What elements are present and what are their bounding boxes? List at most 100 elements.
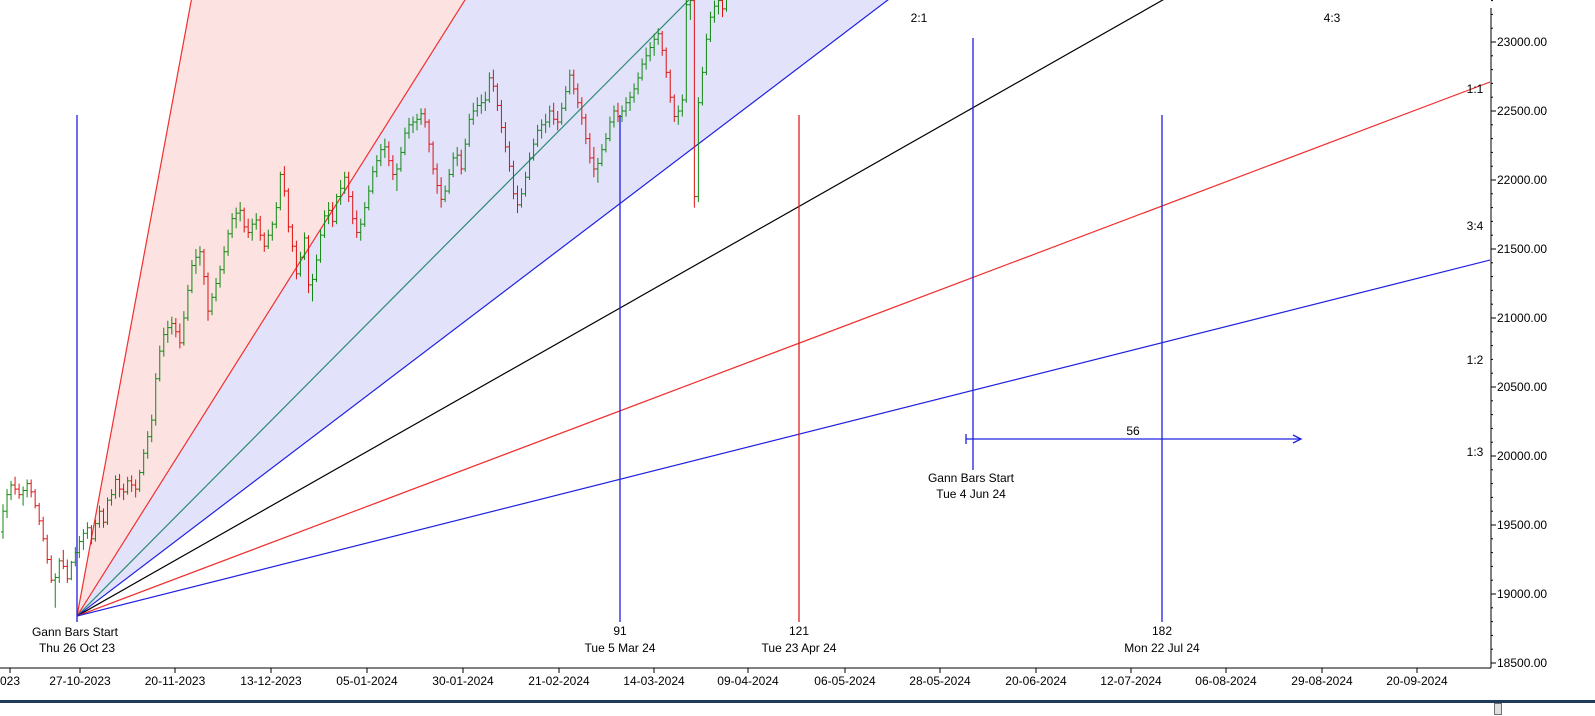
ohlc-bar: [712, 0, 717, 23]
ohlc-bar: [266, 229, 271, 249]
fan-label-2to1: 2:1: [911, 11, 928, 25]
ohlc-bar: [668, 69, 673, 103]
ohlc-bar: [153, 373, 158, 426]
scrollbar-thumb[interactable]: [1494, 703, 1502, 715]
marker-date-3: Mon 22 Jul 24: [1124, 641, 1200, 655]
ohlc-bar: [121, 483, 126, 501]
ohlc-bar: [141, 449, 146, 476]
x-tick-label: 28-05-2024: [909, 674, 971, 688]
ohlc-bar: [427, 119, 432, 153]
ohlc-bar: [382, 138, 387, 158]
x-tick-label: 21-02-2024: [528, 674, 590, 688]
ohlc-bar: [611, 105, 616, 128]
ohlc-bar: [61, 549, 66, 570]
ohlc-bar: [282, 166, 287, 197]
ohlc-bar: [125, 476, 130, 495]
ohlc-bar: [177, 323, 182, 349]
ohlc-bar: [73, 547, 78, 567]
ohlc-bar: [262, 232, 267, 252]
ohlc-bar: [322, 210, 327, 238]
ohlc-bar: [278, 171, 283, 211]
y-tick-label: 18500.00: [1497, 656, 1547, 670]
ohlc-bar: [591, 146, 596, 178]
ohlc-bar: [704, 33, 709, 76]
x-tick-label: 05-01-2024: [336, 674, 398, 688]
ohlc-bar: [201, 249, 206, 285]
fan-label-4to3: 4:3: [1324, 11, 1341, 25]
ohlc-bar: [306, 235, 311, 294]
marker-count-3: 182: [1152, 624, 1172, 638]
ohlc-bar: [439, 177, 444, 208]
ohlc-bar: [716, 0, 721, 15]
ohlc-bar: [9, 480, 14, 501]
ohlc-bar: [294, 240, 299, 280]
x-tick-label: 12-07-2024: [1100, 674, 1162, 688]
fan-label-1to2: 1:2: [1467, 353, 1484, 367]
ohlc-bar: [696, 97, 701, 203]
marker-date-0: Thu 26 Oct 23: [39, 641, 115, 655]
ohlc-bar: [234, 207, 239, 229]
ohlc-bar: [77, 536, 82, 559]
ohlc-bar: [648, 42, 653, 62]
x-tick-label: 06-05-2024: [814, 674, 876, 688]
time-markers: [76, 38, 1303, 622]
fan-label-1to3: 1:3: [1467, 445, 1484, 459]
ohlc-bar: [636, 72, 641, 95]
marker-count-2: 121: [789, 624, 809, 638]
ohlc-bar: [350, 191, 355, 225]
ohlc-bar: [555, 111, 560, 131]
ohlc-bar: [487, 72, 492, 103]
ohlc-bar: [415, 113, 420, 131]
horizontal-scrollbar[interactable]: [0, 700, 1595, 716]
ohlc-bar: [246, 218, 251, 238]
ohlc-bar: [620, 105, 625, 123]
gann-start-2-title: Gann Bars Start: [928, 471, 1015, 485]
marker-date-2: Tue 23 Apr 24: [762, 641, 837, 655]
x-tick-label: 06-08-2024: [1195, 674, 1257, 688]
price-bars: [1, 0, 728, 608]
ohlc-bar: [197, 246, 202, 266]
ohlc-bar: [242, 207, 247, 233]
ohlc-bar: [471, 102, 476, 125]
ohlc-bar: [238, 202, 243, 222]
ohlc-bar: [33, 489, 38, 509]
ohlc-bar: [302, 232, 307, 261]
fan-label-3to4: 3:4: [1467, 219, 1484, 233]
marker-labels: Thu 26 Oct 23 Gann Bars Start 91 Tue 5 Mar …: [32, 424, 1200, 655]
ohlc-bar: [692, 0, 697, 208]
ohlc-bar: [575, 83, 580, 109]
ohlc-bar: [93, 519, 98, 542]
ohlc-bar: [531, 138, 536, 161]
ohlc-bar: [157, 345, 162, 382]
ohlc-bar: [563, 86, 568, 111]
ohlc-bar: [615, 102, 620, 123]
ohlc-bar: [443, 185, 448, 203]
marker-date-1: Tue 5 Mar 24: [585, 641, 656, 655]
ohlc-bar: [467, 113, 472, 147]
ohlc-bar: [676, 105, 681, 125]
ohlc-bar: [700, 66, 705, 106]
ohlc-bar: [632, 83, 637, 103]
ohlc-bar: [571, 69, 576, 95]
ohlc-bar: [89, 525, 94, 545]
ohlc-bar: [205, 272, 210, 321]
y-tick-label: 21000.00: [1497, 311, 1547, 325]
ohlc-bar: [543, 113, 548, 134]
ohlc-bar: [69, 560, 74, 581]
ohlc-bar: [684, 0, 689, 103]
ohlc-bar: [547, 105, 552, 128]
ohlc-bar: [330, 202, 335, 227]
fan-line-4: [76, 0, 1164, 617]
ohlc-bar: [539, 119, 544, 139]
ohlc-bar: [624, 97, 629, 117]
ohlc-bar: [479, 94, 484, 114]
y-axis: 27500.0027000.0026500.0026000.0025500.00…: [1490, 0, 1547, 670]
ohlc-bar: [109, 489, 114, 506]
ohlc-bar: [386, 141, 391, 167]
ohlc-bar: [680, 94, 685, 117]
ohlc-bar: [342, 171, 347, 194]
x-tick-label: 30-01-2024: [432, 674, 494, 688]
ohlc-bar: [274, 202, 279, 229]
marker-count-1: 91: [613, 624, 627, 638]
ohlc-bar: [483, 91, 488, 111]
